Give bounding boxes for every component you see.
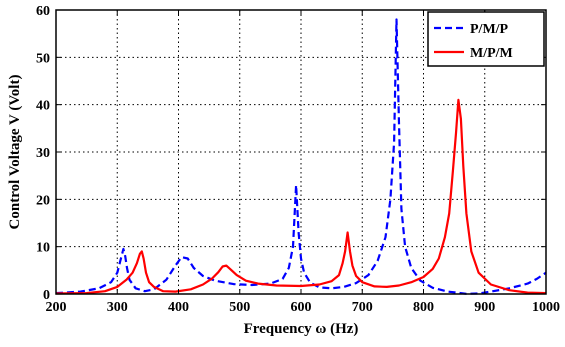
legend-box — [427, 11, 545, 67]
legend-label-m-p-m: M/P/M — [470, 46, 513, 61]
x-tick-label: 800 — [413, 300, 434, 315]
series-line-p-m-p — [55, 18, 547, 295]
y-axis-title: Control Voltage V (Volt) — [7, 75, 23, 230]
y-tick-label: 0 — [43, 288, 50, 303]
grid-lines — [56, 10, 546, 294]
y-tick-label: 40 — [36, 99, 50, 114]
tick-marks — [55, 9, 547, 295]
series-layer — [55, 18, 547, 295]
y-tick-label: 20 — [36, 193, 50, 208]
x-tick-label: 400 — [168, 300, 189, 315]
y-tick-labels: 0 10 20 30 40 50 60 — [36, 4, 50, 303]
legend-label-p-m-p: P/M/P — [470, 22, 509, 37]
x-tick-labels: 200 300 400 500 600 700 800 900 1000 — [46, 300, 561, 315]
y-tick-label: 30 — [36, 146, 50, 161]
x-tick-label: 700 — [352, 300, 373, 315]
x-tick-label: 300 — [107, 300, 128, 315]
x-tick-label: 500 — [229, 300, 250, 315]
x-tick-label: 1000 — [532, 300, 560, 315]
series-line-m-p-m — [55, 98, 547, 295]
y-tick-label: 10 — [36, 241, 50, 256]
y-tick-label: 50 — [36, 51, 50, 66]
y-tick-label: 60 — [36, 4, 50, 19]
x-axis-title: Frequency ω (Hz) — [244, 321, 359, 337]
x-tick-label: 600 — [291, 300, 312, 315]
x-tick-label: 900 — [474, 300, 495, 315]
x-tick-label: 200 — [46, 300, 67, 315]
legend: P/M/P M/P/M — [427, 11, 545, 67]
